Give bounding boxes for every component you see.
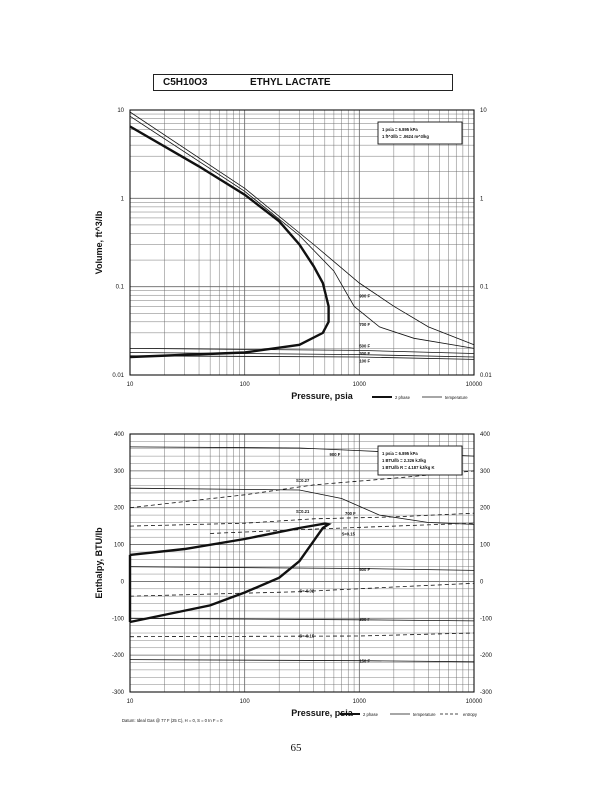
chart2-x-tick-label: 10000: [466, 699, 483, 705]
chart1-curve-label: 500 F: [359, 343, 370, 348]
chart1-series-700-f: [129, 115, 475, 349]
chart2-y-tick-label-right: -300: [480, 690, 493, 696]
chart2-y-tick-label-right: 300: [480, 469, 491, 475]
chart2-y-tick-label-right: 0: [480, 579, 484, 585]
chart2-y-tick-label-right: 200: [480, 506, 491, 512]
chart2-y-axis-label: Enthalpy, BTU/lb: [94, 527, 104, 599]
chart1-series-300-f: [129, 352, 475, 358]
chart1-y-tick-label-right: 0.1: [480, 285, 489, 291]
chart2-conversion-note-line: 1 BTU/lb = 2.326 kJ/kg: [382, 458, 427, 463]
chart2-curve-label: 700 F: [345, 511, 356, 516]
chart1-series-2-phase: [129, 125, 330, 359]
chart2-datum-footnote: Datum: Ideal Gas @ 77 F (25 C), H = 0, S…: [122, 718, 223, 723]
chart1-y-tick-label-left: 10: [117, 108, 124, 114]
chart2-curve-label: 150 F: [359, 659, 370, 664]
chart1-curve-label: 100 F: [359, 359, 370, 364]
chart1-curve-label: 900 F: [359, 294, 370, 299]
chart2-series-500-f: [129, 566, 475, 571]
chart2-legend-label: 2 phase: [363, 712, 379, 717]
chart2-curve-label: 900 F: [330, 452, 341, 457]
chart1-x-tick-label: 100: [240, 382, 251, 388]
chart2-y-tick-label-left: 200: [114, 506, 125, 512]
chart2-y-tick-label-left: 300: [114, 469, 125, 475]
chart1-curve-label: 700 F: [359, 322, 370, 327]
chart2-y-tick-label-right: -200: [480, 653, 493, 659]
chart2-conversion-note-line: 1 psia = 6.895 kPa: [382, 451, 418, 456]
chart2-x-tick-label: 100: [240, 699, 251, 705]
chart1-y-tick-label-left: 1: [121, 196, 125, 202]
chart2-y-tick-label-left: -300: [112, 690, 125, 696]
chart2-series-150-f: [129, 659, 475, 663]
chart1-legend-label: 2 phase: [395, 395, 411, 400]
chart2-y-tick-label-left: 0: [121, 579, 125, 585]
chart2-curve-label: 300 F: [359, 617, 370, 622]
chart1-y-axis-label: Volume, ft^3/lb: [94, 210, 104, 274]
chart1-legend-label: temperature: [445, 395, 468, 400]
chart2-legend-label: entropy: [463, 712, 478, 717]
chart2-curve-label: S=0.27: [296, 478, 310, 483]
chart1-plot-frame: [129, 109, 475, 376]
chart1-series-900-f: [129, 111, 475, 346]
chart-title-box: C5H10O3 ETHYL LACTATE: [153, 74, 453, 91]
chart2-series-2-phase: [129, 522, 332, 624]
chart2-y-tick-label-right: -100: [480, 616, 493, 622]
chart2-curve-label: S=0.15: [342, 531, 356, 536]
chart1-y-tick-label-right: 0.01: [480, 373, 492, 379]
chart2-curve-label: 500 F: [359, 567, 370, 572]
chart1-x-tick-label: 10000: [466, 382, 483, 388]
chart1-series-500-f: [129, 348, 475, 354]
chart1-y-tick-label-right: 1: [480, 196, 484, 202]
chart2-y-tick-label-left: 400: [114, 432, 125, 438]
chart1-conversion-note-box: [377, 121, 463, 145]
chart1-series-100-f: [129, 355, 475, 360]
chart2-y-tick-label-left: -200: [112, 653, 125, 659]
chart2-conversion-note-box: [377, 445, 463, 476]
chart1-x-tick-label: 1000: [353, 382, 367, 388]
chart2-y-tick-label-right: 100: [480, 543, 491, 549]
chart2-series-s-0-15: [210, 522, 475, 534]
chart2-legend-label: temperature: [413, 712, 436, 717]
chart2-y-tick-label-left: -100: [112, 616, 125, 622]
chart2-series-s-0-27: [129, 470, 475, 509]
chart1-x-tick-label: 10: [127, 382, 134, 388]
chemical-formula: C5H10O3: [163, 77, 208, 88]
chart1-conversion-note-line: 1 psia = 6.895 kPa: [382, 127, 418, 132]
chart2-series-s-0-02: [129, 582, 475, 597]
chart1-curve-label: 300 F: [359, 351, 370, 356]
chart2-series-s-0-21: [129, 512, 475, 527]
chart1-conversion-note-line: 1 ft^3/lb = .0624 m^3/kg: [382, 134, 429, 139]
chart2-x-axis-label: Pressure, psia: [291, 708, 354, 718]
chart2-x-tick-label: 10: [127, 699, 134, 705]
chart2-y-tick-label-left: 100: [114, 543, 125, 549]
chart1-x-axis-label: Pressure, psia: [291, 391, 354, 401]
chart1-y-tick-label-left: 0.1: [116, 285, 125, 291]
chart2-series-300-f: [129, 617, 475, 622]
chart2-series-700-f: [129, 487, 475, 525]
chart2-curve-label: S=0.21: [296, 509, 310, 514]
chart2-y-tick-label-right: 400: [480, 432, 491, 438]
chart2-x-tick-label: 1000: [353, 699, 367, 705]
chart2-conversion-note-line: 1 BTU/lb R = 4.187 kJ/kg K: [382, 465, 434, 470]
compound-name: ETHYL LACTATE: [250, 77, 331, 88]
chart1-y-tick-label-right: 10: [480, 108, 487, 114]
chart1-y-tick-label-left: 0.01: [112, 373, 124, 379]
chart2-curve-label: S=-0.15: [299, 633, 314, 638]
page-number: 65: [290, 742, 302, 754]
chart2-curve-label: S=-0.02: [299, 588, 314, 593]
